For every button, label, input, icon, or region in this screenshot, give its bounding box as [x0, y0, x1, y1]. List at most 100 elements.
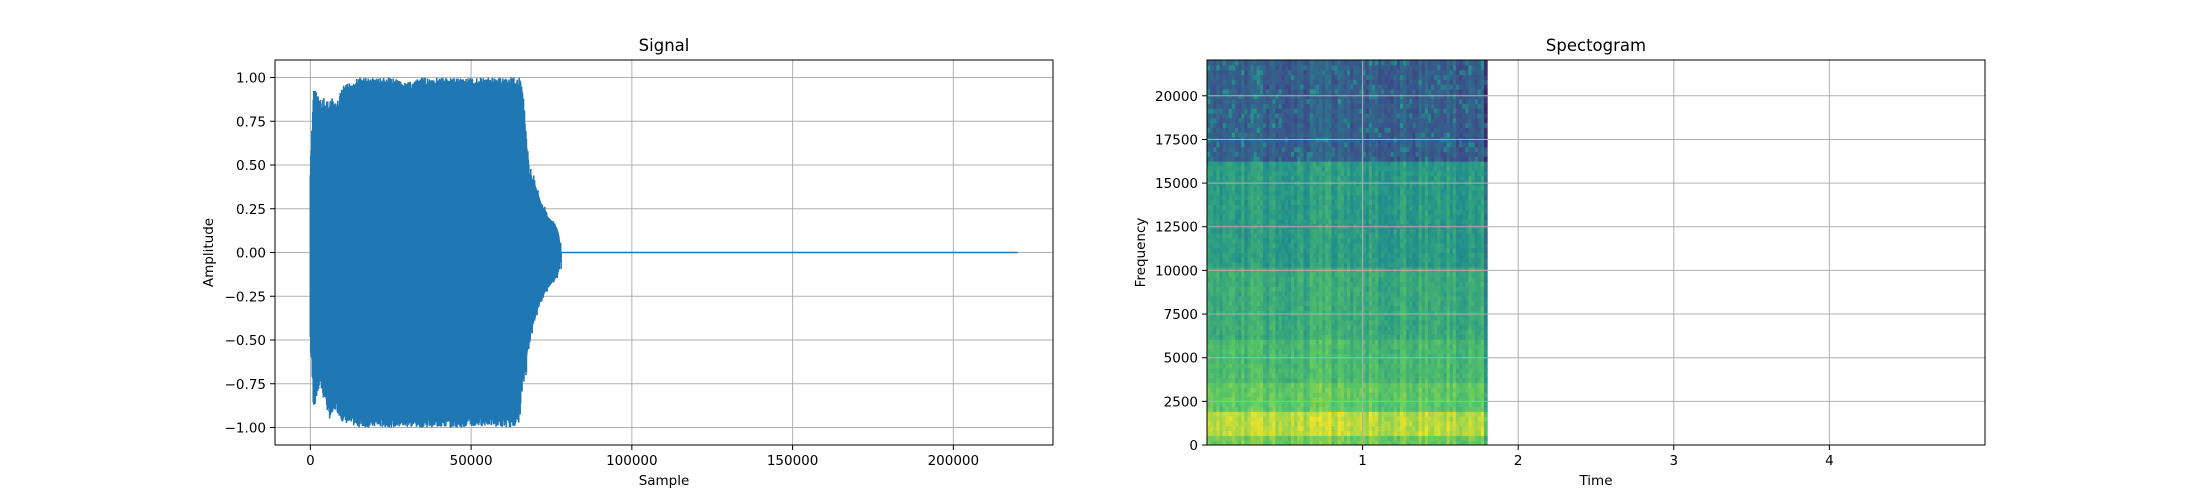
spectrogram-cell [1322, 343, 1326, 350]
spectrogram-cell [1371, 93, 1376, 100]
spectrogram-cell [1325, 430, 1329, 436]
spectrogram-cell [1396, 295, 1401, 302]
spectrogram-cell [1337, 387, 1342, 393]
spectrogram-cell [1362, 242, 1367, 249]
spectrogram-cell [1213, 79, 1217, 85]
signal-y-tick-label: −0.50 [225, 333, 266, 349]
spectrogram-cell [1365, 103, 1370, 109]
spectrogram-cell [1275, 218, 1280, 225]
spectrogram-cell [1213, 214, 1217, 220]
spectrogram-cell [1228, 286, 1233, 292]
spectrogram-cell [1312, 372, 1317, 379]
spectrogram-cell [1219, 74, 1224, 80]
spectrogram-cell [1235, 161, 1239, 167]
spectrogram-cell [1387, 161, 1392, 167]
spectrogram-cell [1337, 425, 1342, 432]
spectrogram-cell [1319, 64, 1323, 71]
spectrogram-cell [1241, 185, 1245, 191]
spectrogram-cell [1331, 127, 1336, 133]
spectrogram-cell [1247, 242, 1252, 249]
spectrogram-cell [1331, 238, 1336, 244]
spectrogram-cell [1340, 151, 1345, 157]
spectrogram-cell [1378, 300, 1382, 307]
spectrogram-cell [1325, 204, 1329, 210]
spectrogram-cell [1213, 64, 1217, 71]
spectrogram-cell [1359, 392, 1364, 398]
spectrogram-cell [1297, 257, 1301, 263]
spectrogram-cell [1353, 64, 1357, 71]
spectrogram-cell [1256, 315, 1261, 321]
spectrogram-cell [1319, 387, 1323, 393]
spectrogram-cell [1309, 387, 1314, 393]
spectrogram-cell [1225, 112, 1230, 119]
spectrogram-cell [1207, 247, 1211, 254]
spectrogram-cell [1228, 228, 1233, 234]
spectrogram-cell [1368, 295, 1373, 302]
spectrogram-cell [1272, 103, 1277, 109]
spectrogram-cell [1319, 228, 1323, 234]
spectrogram-cell [1275, 161, 1280, 167]
spectrogram-cell [1325, 199, 1329, 205]
spectrogram-cell [1219, 329, 1224, 335]
spectrogram-cell [1319, 247, 1323, 254]
spectrogram-cell [1390, 315, 1395, 321]
spectrogram-cell [1387, 194, 1392, 201]
spectrogram-cell [1328, 218, 1333, 225]
spectrogram-cell [1350, 84, 1354, 90]
spectrogram-cell [1378, 262, 1382, 268]
spectrogram-cell [1362, 165, 1367, 172]
spectrogram-cell [1356, 98, 1361, 104]
spectrogram-cell [1368, 170, 1373, 177]
spectrogram-cell [1375, 281, 1379, 287]
spectrogram-cell [1356, 416, 1361, 422]
spectrogram-cell [1371, 98, 1376, 104]
spectrogram-cell [1359, 146, 1364, 153]
spectrogram-cell [1381, 117, 1385, 124]
spectrogram-cell [1275, 204, 1280, 210]
spectrogram-cell [1381, 122, 1385, 128]
spectrogram-cell [1319, 411, 1323, 417]
spectrogram-cell [1309, 411, 1314, 417]
spectrogram-cell [1300, 165, 1305, 172]
spectrogram-cell [1309, 132, 1314, 138]
spectrogram-cell [1213, 411, 1217, 417]
spectrogram-cell [1269, 146, 1273, 153]
spectrogram-cell [1256, 266, 1261, 273]
spectrogram-cell [1266, 93, 1270, 100]
spectrogram-cell [1381, 420, 1385, 427]
spectrogram-cell [1375, 310, 1379, 316]
spectrogram-cell [1322, 420, 1326, 427]
spectrogram-cell [1390, 348, 1395, 355]
spectrogram-cell [1250, 204, 1255, 210]
spectrogram-cell [1219, 435, 1224, 441]
spectrogram-cell [1219, 291, 1224, 297]
spectrogram-cell [1390, 334, 1395, 340]
spectrogram-cell [1375, 401, 1379, 408]
spectrogram-cell [1266, 353, 1270, 359]
spectrogram-cell [1390, 252, 1395, 258]
spectrogram-cell [1350, 329, 1354, 335]
spectrogram-cell [1244, 84, 1249, 90]
spectrogram-cell [1228, 189, 1233, 196]
spectrogram-cell [1353, 238, 1357, 244]
spectrogram-cell [1278, 141, 1283, 148]
spectrogram-cell [1231, 281, 1236, 287]
spectrogram-cell [1356, 358, 1361, 364]
spectrogram-cell [1281, 156, 1286, 162]
spectrogram-cell [1213, 425, 1217, 432]
spectrogram-cell [1368, 146, 1373, 153]
spectrogram-cell [1213, 319, 1217, 326]
spectrogram-cell [1278, 343, 1283, 350]
spectrogram-cell [1259, 93, 1264, 100]
spectrogram-cell [1328, 276, 1333, 282]
spectrogram-cell [1259, 247, 1264, 254]
spectrogram-cell [1244, 199, 1249, 205]
spectrogram-cell [1347, 396, 1351, 403]
spectrogram-cell [1250, 146, 1255, 153]
spectrogram-cell [1350, 214, 1354, 220]
spectrogram-cell [1387, 382, 1392, 388]
spectrogram-cell [1291, 185, 1295, 191]
spectrogram-cell [1381, 93, 1385, 100]
spectrogram-cell [1309, 165, 1314, 172]
spectrogram-cell [1225, 291, 1230, 297]
